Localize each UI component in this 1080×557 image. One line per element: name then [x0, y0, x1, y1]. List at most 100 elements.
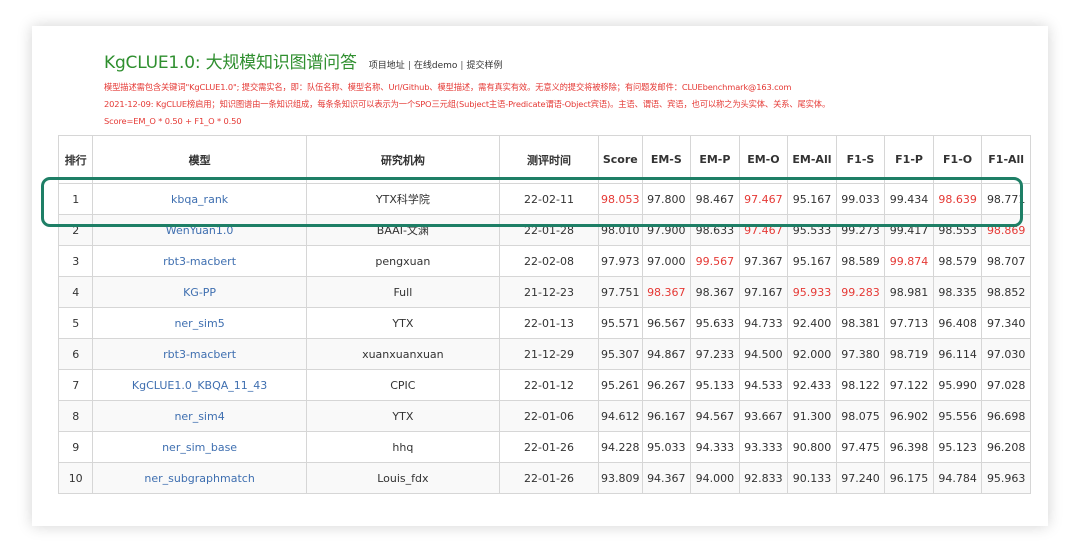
score-cell-em-o: 93.333: [738, 431, 789, 463]
demo-link[interactable]: 在线demo: [413, 61, 458, 71]
table-row[interactable]: 7 KgCLUE1.0_KBQA_11_43 CPIC 22-01-12 95.261 9…: [57, 369, 1031, 401]
score-cell-score: 95.571: [598, 307, 643, 339]
date-cell: 21-12-29: [498, 338, 600, 370]
table-row[interactable]: 6 rbt3-macbert xuanxuanxuan 21-12-29 95.307 9…: [57, 338, 1031, 370]
score-cell-em-all: 90.133: [787, 462, 837, 494]
table-row[interactable]: 2 WenYuan1.0 BAAI-文渊 22-01-28 98.010 97.900 98…: [57, 214, 1031, 246]
score-cell-f1-p: 99.434: [884, 183, 934, 215]
score-cell-em-p: 95.633: [690, 307, 740, 339]
leaderboard-header: KgCLUE1.0: 大规模知识图谱问答 项目地址 | 在线demo | 提交样例 模型…: [104, 48, 1024, 130]
score-cell-em-o: 97.467: [738, 183, 789, 215]
score-cell-em-o: 97.467: [738, 214, 789, 246]
date-cell: 22-01-26: [498, 462, 600, 494]
link-separator: |: [460, 61, 464, 71]
column-header-em-o: EM-O: [738, 135, 789, 184]
table-row[interactable]: 1 kbqa_rank YTX科学院 22-02-11 98.053 97.800 98.4…: [57, 183, 1031, 215]
score-cell-score: 94.228: [598, 431, 643, 463]
org-cell: CPIC: [305, 369, 500, 401]
model-link[interactable]: rbt3-macbert: [92, 245, 307, 277]
column-header-f1-s: F1-S: [835, 135, 886, 184]
column-header-f1-all: F1-All: [981, 135, 1031, 184]
score-cell-f1-p: 98.719: [884, 338, 934, 370]
score-cell-score: 97.751: [598, 276, 643, 308]
date-cell: 22-01-28: [498, 214, 600, 246]
score-cell-score: 93.809: [598, 462, 643, 494]
score-cell-f1-all: 98.771: [981, 183, 1031, 215]
score-cell-f1-o: 98.639: [932, 183, 983, 215]
announcement-note: 2021-12-09: KgCLUE榜启用；知识图谱由一条知识组成，每条条知识可…: [104, 99, 831, 109]
model-link[interactable]: WenYuan1.0: [92, 214, 307, 246]
score-cell-em-all: 95.167: [787, 183, 837, 215]
column-header-date: 测评时间: [498, 135, 600, 184]
score-cell-em-p: 94.333: [690, 431, 740, 463]
score-cell-em-s: 96.167: [641, 400, 692, 432]
submission-note: 模型描述需包含关键词"KgCLUE1.0"; 提交需实名，即：队伍名称、模型名称…: [104, 82, 792, 92]
score-cell-f1-s: 98.381: [835, 307, 886, 339]
score-cell-em-o: 94.500: [738, 338, 789, 370]
score-cell-em-s: 98.367: [641, 276, 692, 308]
score-cell-f1-all: 96.208: [981, 431, 1031, 463]
rank-cell: 9: [57, 431, 94, 463]
score-cell-em-o: 93.667: [738, 400, 789, 432]
project-link[interactable]: 项目地址: [368, 61, 405, 71]
score-cell-em-all: 92.433: [787, 369, 837, 401]
score-formula-note: Score=EM_O * 0.50 + F1_O * 0.50: [104, 116, 242, 126]
model-link[interactable]: KG-PP: [92, 276, 307, 308]
table-row[interactable]: 5 ner_sim5 YTX 22-01-13 95.571 96.567 95.633 94…: [57, 307, 1031, 339]
score-cell-f1-o: 96.408: [932, 307, 983, 339]
header-links: 项目地址 | 在线demo | 提交样例: [369, 58, 503, 71]
column-header-rank: 排行: [57, 135, 94, 184]
score-cell-score: 94.612: [598, 400, 643, 432]
model-link[interactable]: ner_subgraphmatch: [92, 462, 307, 494]
score-cell-f1-o: 95.556: [932, 400, 983, 432]
rank-cell: 7: [57, 369, 94, 401]
score-cell-f1-s: 97.380: [835, 338, 886, 370]
score-cell-f1-s: 98.075: [835, 400, 886, 432]
score-cell-em-o: 94.533: [738, 369, 789, 401]
score-cell-em-all: 90.800: [787, 431, 837, 463]
date-cell: 22-01-13: [498, 307, 600, 339]
score-cell-em-p: 97.233: [690, 338, 740, 370]
org-cell: BAAI-文渊: [305, 214, 500, 246]
score-cell-em-o: 94.733: [738, 307, 789, 339]
model-link[interactable]: KgCLUE1.0_KBQA_11_43: [92, 369, 307, 401]
score-cell-em-all: 95.533: [787, 214, 837, 246]
table-row[interactable]: 4 KG-PP Full 21-12-23 97.751 98.367 98.367 97.1…: [57, 276, 1031, 308]
score-cell-em-all: 95.933: [787, 276, 837, 308]
rank-cell: 10: [57, 462, 94, 494]
model-link[interactable]: rbt3-macbert: [92, 338, 307, 370]
score-cell-em-p: 98.367: [690, 276, 740, 308]
table-row[interactable]: 10 ner_subgraphmatch Louis_fdx 22-01-26 93.8…: [57, 462, 1031, 494]
score-cell-em-s: 94.367: [641, 462, 692, 494]
score-cell-f1-all: 97.028: [981, 369, 1031, 401]
org-cell: pengxuan: [305, 245, 500, 277]
rank-cell: 5: [57, 307, 94, 339]
table-row[interactable]: 3 rbt3-macbert pengxuan 22-02-08 97.973 97.00…: [57, 245, 1031, 277]
rank-cell: 6: [57, 338, 94, 370]
score-cell-f1-p: 97.122: [884, 369, 934, 401]
score-cell-em-s: 96.267: [641, 369, 692, 401]
score-cell-em-p: 94.000: [690, 462, 740, 494]
score-cell-f1-p: 96.398: [884, 431, 934, 463]
column-header-f1-o: F1-O: [932, 135, 983, 184]
score-cell-em-s: 94.867: [641, 338, 692, 370]
score-cell-em-o: 97.367: [738, 245, 789, 277]
table-row[interactable]: 9 ner_sim_base hhq 22-01-26 94.228 95.033 94.3…: [57, 431, 1031, 463]
model-link[interactable]: kbqa_rank: [92, 183, 307, 215]
score-cell-em-p: 95.133: [690, 369, 740, 401]
table-row[interactable]: 8 ner_sim4 YTX 22-01-06 94.612 96.167 94.567 93…: [57, 400, 1031, 432]
score-cell-em-p: 94.567: [690, 400, 740, 432]
model-link[interactable]: ner_sim5: [92, 307, 307, 339]
org-cell: xuanxuanxuan: [305, 338, 500, 370]
model-link[interactable]: ner_sim_base: [92, 431, 307, 463]
table-body: 1 kbqa_rank YTX科学院 22-02-11 98.053 97.800 98.4…: [57, 183, 1031, 494]
org-cell: YTX科学院: [305, 183, 500, 215]
score-cell-f1-s: 99.273: [835, 214, 886, 246]
score-cell-f1-p: 99.874: [884, 245, 934, 277]
rank-cell: 8: [57, 400, 94, 432]
model-link[interactable]: ner_sim4: [92, 400, 307, 432]
score-cell-score: 98.053: [598, 183, 643, 215]
score-cell-f1-p: 98.981: [884, 276, 934, 308]
submit-example-link[interactable]: 提交样例: [466, 61, 503, 71]
score-cell-em-o: 97.167: [738, 276, 789, 308]
